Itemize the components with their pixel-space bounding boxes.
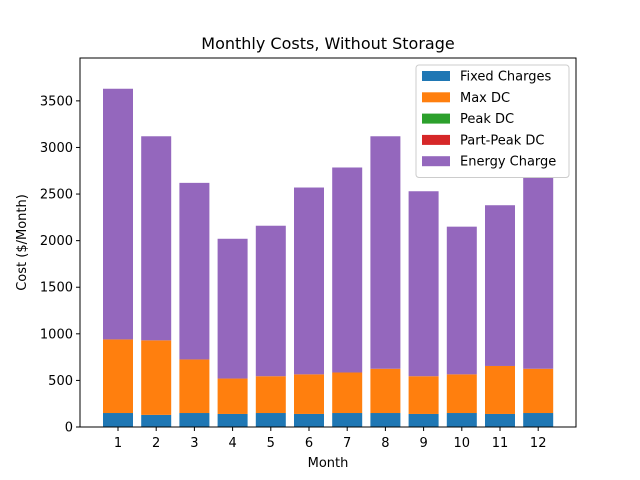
bar-fixed-charges-month-11 <box>485 413 515 427</box>
bar-max-dc-month-5 <box>255 376 286 414</box>
bars-group <box>103 88 554 427</box>
bar-fixed-charges-month-12 <box>523 413 554 427</box>
x-axis-title: Month <box>308 456 349 471</box>
x-axis: 1 2 3 4 5 6 7 8 9 10 11 12 <box>114 427 547 451</box>
x-tick-label: 1 <box>114 436 122 451</box>
legend-label: Energy Charge <box>460 155 556 170</box>
bar-fixed-charges-month-5 <box>255 413 286 427</box>
bar-max-dc-month-7 <box>332 372 363 414</box>
legend-swatch <box>422 134 450 145</box>
bar-fixed-charges-month-6 <box>294 413 324 427</box>
x-tick-label: 4 <box>228 436 236 451</box>
x-tick-label: 6 <box>305 436 313 451</box>
y-tick-label: 2000 <box>40 234 73 249</box>
y-tick-label: 3500 <box>40 94 73 109</box>
legend-label: Peak DC <box>460 112 514 127</box>
bar-fixed-charges-month-3 <box>179 413 210 427</box>
plot-frame <box>79 57 577 428</box>
bar-energy-charge-month-10 <box>446 226 477 375</box>
y-tick-label: 1500 <box>40 281 73 296</box>
y-axis: 0 500 1000 1500 2000 2500 3000 3500 <box>40 94 80 436</box>
bar-fixed-charges-month-9 <box>408 413 439 427</box>
x-tick-label: 11 <box>492 436 509 451</box>
bar-fixed-charges-month-7 <box>332 413 363 427</box>
bar-max-dc-month-1 <box>103 339 133 414</box>
bar-max-dc-month-9 <box>408 376 439 414</box>
y-tick-label: 1000 <box>40 327 73 342</box>
bar-energy-charge-month-5 <box>255 225 286 377</box>
x-tick-label: 7 <box>343 436 351 451</box>
chart-title: Monthly Costs, Without Storage <box>201 34 454 53</box>
bar-max-dc-month-2 <box>141 340 172 415</box>
y-tick-label: 3000 <box>40 141 73 156</box>
legend-label: Max DC <box>460 91 510 106</box>
bar-max-dc-month-6 <box>294 374 324 414</box>
bar-max-dc-month-10 <box>446 374 477 414</box>
y-tick-label: 500 <box>48 374 73 389</box>
x-tick-label: 12 <box>530 436 547 451</box>
bar-energy-charge-month-6 <box>294 187 324 375</box>
bar-max-dc-month-8 <box>370 368 401 414</box>
x-tick-label: 5 <box>267 436 275 451</box>
bar-max-dc-month-3 <box>179 359 210 414</box>
x-tick-label: 10 <box>454 436 471 451</box>
legend-swatch <box>422 71 450 81</box>
bar-max-dc-month-11 <box>485 365 515 414</box>
bar-fixed-charges-month-10 <box>446 413 477 427</box>
bar-energy-charge-month-3 <box>179 182 210 360</box>
bar-energy-charge-month-1 <box>103 88 133 340</box>
bar-fixed-charges-month-2 <box>141 414 172 427</box>
x-tick-label: 2 <box>152 436 160 451</box>
y-tick-label: 0 <box>65 421 73 436</box>
bar-max-dc-month-12 <box>523 368 554 414</box>
bar-energy-charge-month-7 <box>332 167 363 373</box>
x-tick-label: 8 <box>381 436 389 451</box>
bar-fixed-charges-month-1 <box>103 413 133 427</box>
legend-label: Part-Peak DC <box>460 133 544 148</box>
bar-fixed-charges-month-4 <box>217 413 248 427</box>
legend-frame <box>415 64 570 178</box>
legend-swatch <box>422 113 450 124</box>
x-tick-label: 3 <box>190 436 198 451</box>
bar-energy-charge-month-2 <box>141 136 172 341</box>
bar-energy-charge-month-12 <box>523 177 554 369</box>
x-tick-label: 9 <box>419 436 427 451</box>
legend: Fixed Charges Max DC Peak DC Part-Peak DC En… <box>415 64 570 178</box>
bar-fixed-charges-month-8 <box>370 413 401 427</box>
y-axis-title: Cost ($/Month) <box>15 194 30 291</box>
bar-max-dc-month-4 <box>217 378 248 414</box>
bar-energy-charge-month-11 <box>485 205 515 366</box>
legend-label: Fixed Charges <box>460 70 551 85</box>
bar-energy-charge-month-4 <box>217 238 248 379</box>
bar-energy-charge-month-9 <box>408 191 439 377</box>
bar-energy-charge-month-8 <box>370 136 401 369</box>
legend-swatch <box>422 156 450 167</box>
y-tick-label: 2500 <box>40 188 73 203</box>
legend-swatch <box>422 92 450 103</box>
